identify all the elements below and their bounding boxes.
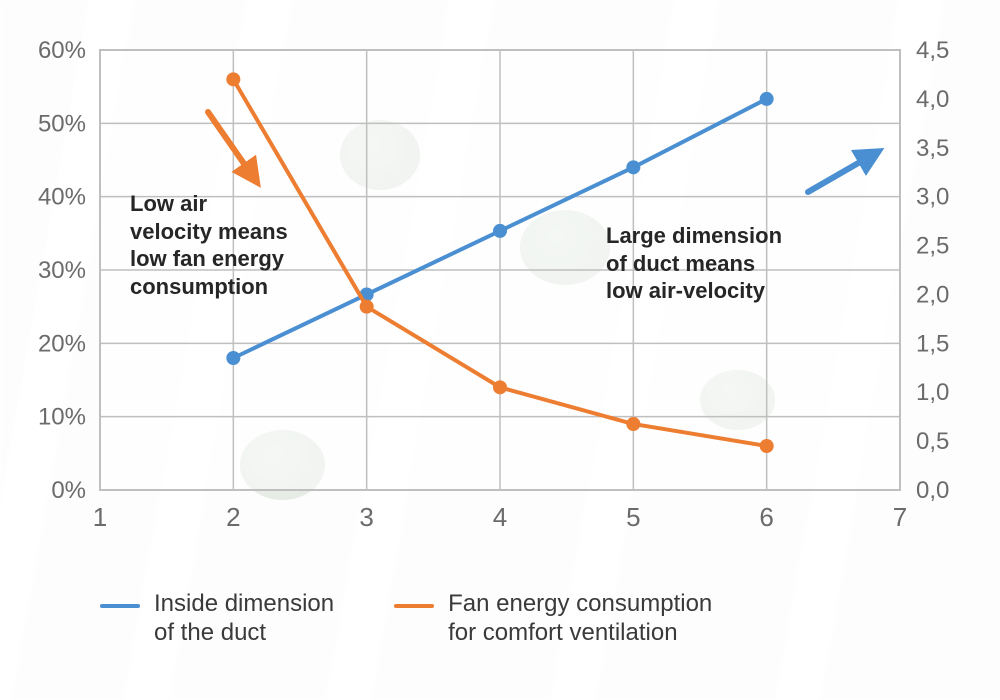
x-tick-label: 7 [893, 502, 907, 532]
y-left-tick-label: 10% [38, 404, 86, 431]
legend-item: Fan energy consumptionfor comfort ventil… [394, 590, 712, 648]
x-tick-label: 3 [359, 502, 373, 532]
y-left-tick-label: 30% [38, 257, 86, 284]
annotation-line: consumption [130, 274, 268, 299]
series-fan-energy-marker [226, 72, 240, 86]
series-inside-dimension-marker [760, 92, 774, 106]
x-tick-label: 2 [226, 502, 240, 532]
annotation-line: low fan energy [130, 246, 284, 271]
y-right-tick-label: 4,0 [916, 86, 949, 113]
series-fan-energy-marker [760, 439, 774, 453]
legend-swatch [394, 604, 434, 608]
annotation-line: low air-velocity [606, 278, 765, 303]
x-tick-label: 5 [626, 502, 640, 532]
annotation-low-air-velocity: Low air velocity meanslow fan energy consu… [130, 190, 288, 300]
y-right-tick-label: 1,5 [916, 330, 949, 357]
series-fan-energy-marker [626, 417, 640, 431]
series-fan-energy-marker [493, 380, 507, 394]
annotation-line: Low air [130, 191, 207, 216]
x-tick-label: 1 [93, 502, 107, 532]
legend-label: Fan energy consumptionfor comfort ventil… [448, 590, 712, 648]
x-ticks: 1 2 3 4 5 6 7 [93, 502, 907, 532]
y-right-tick-label: 2,0 [916, 281, 949, 308]
legend-item: Inside dimensionof the duct [100, 590, 334, 648]
annotation-arrow-low-air-velocity [208, 112, 254, 178]
annotation-large-dimension: Large dimension of duct meanslow air-velo… [606, 222, 782, 305]
annotation-line: Large dimension [606, 223, 782, 248]
chart-container: 0% 10% 20% 30% 40% 50% 60% 0,0 0,5 1,0 1,5 2,0 2,5 3… [0, 0, 1000, 700]
y-left-tick-label: 50% [38, 110, 86, 137]
annotation-arrow-large-dimension [808, 154, 874, 192]
y-right-tick-label: 3,0 [916, 184, 949, 211]
legend: Inside dimensionof the duct Fan energy co… [100, 590, 712, 648]
y-left-tick-label: 60% [38, 37, 86, 64]
y-right-ticks: 0,0 0,5 1,0 1,5 2,0 2,5 3,0 3,5 4,0 4,5 [916, 37, 949, 504]
x-tick-label: 6 [759, 502, 773, 532]
y-right-tick-label: 2,5 [916, 233, 949, 260]
y-left-tick-label: 20% [38, 330, 86, 357]
y-right-tick-label: 1,0 [916, 379, 949, 406]
legend-swatch [100, 604, 140, 608]
y-right-tick-label: 0,5 [916, 428, 949, 455]
y-right-tick-label: 0,0 [916, 477, 949, 504]
legend-label: Inside dimensionof the duct [154, 590, 334, 648]
x-tick-label: 4 [493, 502, 507, 532]
y-left-tick-label: 40% [38, 184, 86, 211]
series-inside-dimension-marker [626, 160, 640, 174]
y-left-ticks: 0% 10% 20% 30% 40% 50% 60% [38, 37, 86, 504]
series-inside-dimension-marker [226, 351, 240, 365]
annotation-line: velocity means [130, 219, 288, 244]
y-left-tick-label: 0% [51, 477, 86, 504]
y-right-tick-label: 4,5 [916, 37, 949, 64]
y-right-tick-label: 3,5 [916, 135, 949, 162]
annotation-line: of duct means [606, 251, 755, 276]
series-fan-energy-marker [360, 300, 374, 314]
series-inside-dimension-marker [493, 224, 507, 238]
